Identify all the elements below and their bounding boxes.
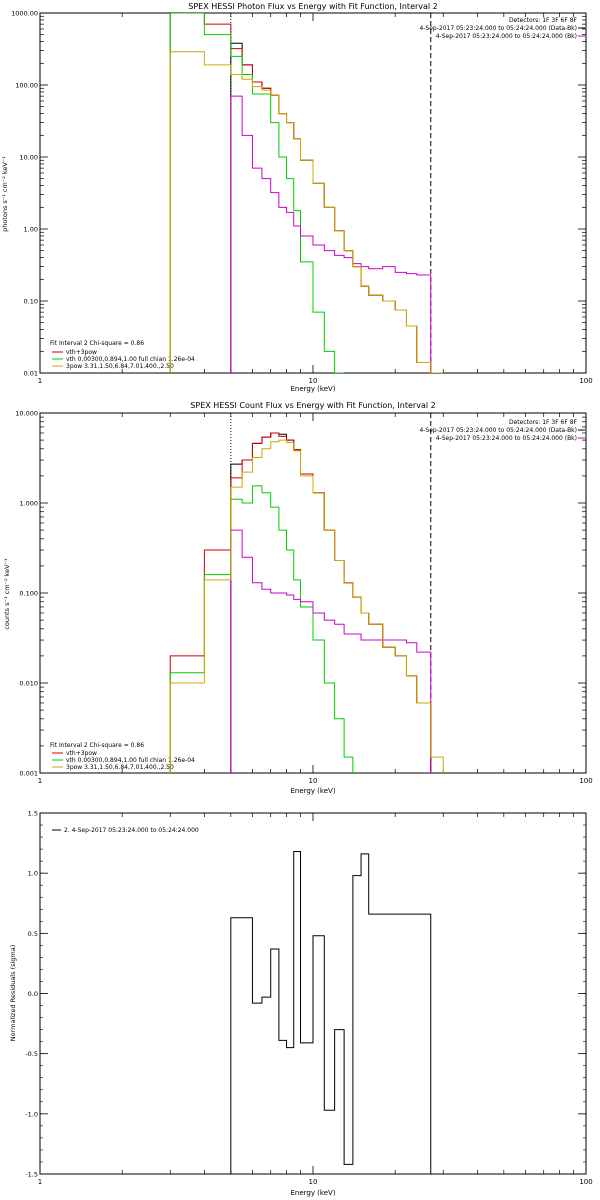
photon-flux-y-tick-label: 0.01	[24, 370, 38, 378]
photon-flux-panel: SPEX HESSI Photon Flux vs Energy with Fi…	[1, 2, 593, 393]
photon-flux-xlabel: Energy (keV)	[290, 385, 335, 393]
photon-flux-series-1	[169, 13, 432, 373]
residuals-y-tick-label: -1.0	[25, 1110, 38, 1118]
count-flux-y-tick-label: 0.001	[19, 770, 38, 778]
photon-flux-y-tick-label: 1000.00	[11, 10, 38, 18]
count-flux-series-3	[230, 529, 432, 773]
photon-flux-series-4	[169, 51, 444, 373]
residuals-series-0	[230, 851, 432, 1174]
photon-flux-axes-frame	[39, 12, 587, 374]
count-flux-legend-label-1: vth+3pow	[66, 750, 97, 757]
count-flux-legend-label-2: vth 0.00300,0.894,1.00 full chian 1.26e-…	[66, 757, 195, 764]
residuals-y-tick-label: -0.5	[25, 1050, 38, 1058]
count-flux-panel: SPEX HESSI Count Flux vs Energy with Fit…	[3, 401, 593, 795]
residuals-y-tick-label: 0.5	[28, 930, 38, 938]
count-flux-axes-frame	[39, 412, 587, 774]
photon-flux-ylabel: photons s⁻¹ cm⁻² keV⁻¹	[1, 156, 9, 232]
photon-flux-legend-label-3: 3pow 3.31,1.50,6.84,7.01,400.,2.50	[66, 363, 174, 370]
count-flux-header-line-1: Detectors: 1F 3F 6F 8F	[509, 419, 578, 426]
residuals-xlabel: Energy (keV)	[290, 1189, 335, 1197]
photon-flux-legend-label-2: vth 0.00300,0.894,1.00 full chian 1.26e-…	[66, 356, 195, 363]
photon-flux-series-0	[230, 42, 432, 373]
residuals-y-tick-label: -1.5	[25, 1171, 38, 1179]
count-flux-legend-title: Fit Interval 2 Chi-square = 0.86	[50, 742, 144, 749]
count-flux-series-2	[169, 485, 354, 773]
count-flux-x-tick-label: 1	[38, 777, 42, 785]
photon-flux-x-tick-label: 100	[579, 377, 592, 385]
count-flux-series-0	[230, 432, 432, 773]
count-flux-y-tick-label: 10.000	[15, 410, 38, 418]
photon-flux-series-3	[230, 95, 432, 373]
count-flux-y-tick-label: 0.010	[19, 680, 38, 688]
residuals-ylabel: Normalized Residuals (sigma)	[9, 945, 17, 1042]
photon-flux-legend-title: Fit Interval 2 Chi-square = 0.86	[50, 340, 144, 347]
residuals-x-tick-label: 10	[309, 1178, 318, 1186]
photon-flux-legend-label-1: vth+3pow	[66, 349, 97, 356]
photon-flux-header-line-1: Detectors: 1F 3F 6F 8F	[509, 17, 578, 24]
count-flux-title: SPEX HESSI Count Flux vs Energy with Fit…	[190, 401, 435, 410]
photon-flux-header-line-2: 4-Sep-2017 05:23:24.000 to 05:24:24.000 …	[419, 25, 577, 32]
residuals-x-tick-label: 1	[38, 1178, 42, 1186]
count-flux-ylabel: counts s⁻¹ cm⁻² keV⁻¹	[3, 558, 11, 630]
count-flux-xlabel: Energy (keV)	[290, 787, 335, 795]
count-flux-series-4	[169, 439, 444, 773]
photon-flux-x-tick-label: 10	[309, 377, 318, 385]
count-flux-y-tick-label: 0.100	[19, 590, 38, 598]
photon-flux-series-2	[169, 13, 345, 373]
residuals-y-tick-label: 1.0	[28, 870, 38, 878]
residuals-y-tick-label: 1.5	[28, 810, 38, 818]
residuals-y-tick-label: 0.0	[28, 990, 38, 998]
photon-flux-y-tick-label: 10.00	[19, 154, 38, 162]
residuals-legend-label: 2. 4-Sep-2017 05:23:24.000 to 05:24:24.0…	[64, 827, 199, 834]
residuals-panel: Energy (keV) Normalized Residuals (sigma…	[9, 810, 593, 1198]
count-flux-x-tick-label: 10	[309, 777, 318, 785]
photon-flux-x-tick-label: 1	[38, 377, 42, 385]
residuals-x-tick-label: 100	[579, 1178, 592, 1186]
count-flux-x-tick-label: 100	[579, 777, 592, 785]
count-flux-header-line-3: 4-Sep-2017 05:23:24.000 to 05:24:24.000 …	[436, 435, 577, 442]
count-flux-legend-label-3: 3pow 3.31,1.50,6.84,7.01,400.,2.50	[66, 764, 174, 771]
count-flux-header-line-2: 4-Sep-2017 05:23:24.000 to 05:24:24.000 …	[419, 427, 577, 434]
photon-flux-y-tick-label: 0.10	[24, 298, 38, 306]
count-flux-y-tick-label: 1.000	[19, 500, 38, 508]
photon-flux-y-tick-label: 100.00	[15, 82, 38, 90]
photon-flux-y-tick-label: 1.00	[24, 226, 38, 234]
photon-flux-title: SPEX HESSI Photon Flux vs Energy with Fi…	[188, 2, 438, 11]
photon-flux-header-line-3: 4-Sep-2017 05:23:24.000 to 05:24:24.000 …	[436, 33, 577, 40]
